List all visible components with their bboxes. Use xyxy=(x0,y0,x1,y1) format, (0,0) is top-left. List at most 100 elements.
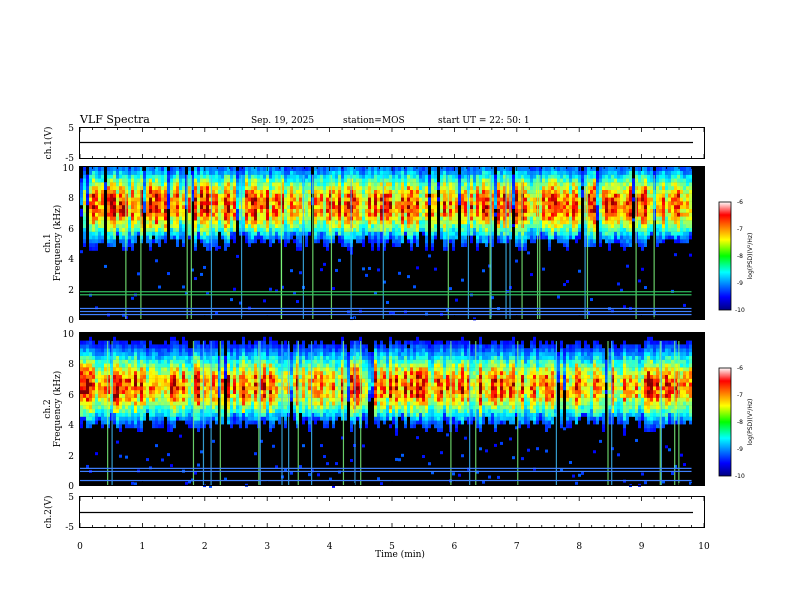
spectrogram-cell xyxy=(608,224,611,228)
spectrogram-cell xyxy=(233,174,236,179)
spectrogram-cell xyxy=(218,197,221,202)
spectrogram-cell xyxy=(329,227,332,232)
spectrogram-cell xyxy=(197,235,200,240)
spectrogram-cell xyxy=(197,178,200,183)
spectrogram-cell xyxy=(299,224,302,228)
spectrogram-cell xyxy=(563,220,566,225)
spectrogram-cell xyxy=(548,174,551,179)
spectrogram-cell xyxy=(152,424,155,429)
spectrogram-cell xyxy=(191,352,194,356)
spectrogram-cell xyxy=(551,235,554,240)
spectrogram-cell xyxy=(179,374,182,379)
spectrogram-cell xyxy=(263,201,266,206)
spectrogram-cell xyxy=(341,243,344,247)
spectrogram-cell xyxy=(380,224,383,228)
spectrogram-cell xyxy=(590,197,593,202)
spectrogram-cell xyxy=(377,182,380,187)
spectrogram-cell xyxy=(287,205,290,209)
spectrogram-cell xyxy=(89,420,92,425)
spectrogram-cell xyxy=(383,227,386,232)
spectrogram-cell xyxy=(644,182,647,187)
spectrogram-cell xyxy=(452,246,455,251)
spectrogram-cell xyxy=(215,220,218,225)
spectrogram-cell xyxy=(155,386,158,391)
spectrogram-cell xyxy=(452,167,455,171)
spectrogram-cell xyxy=(356,170,359,175)
spectrogram-cell xyxy=(329,212,332,217)
spectrogram-cell xyxy=(113,227,116,232)
spectrogram-cell xyxy=(683,193,686,198)
spectrogram-cell xyxy=(122,363,125,368)
spectrogram-cell xyxy=(512,197,515,202)
spectrogram-cell xyxy=(182,359,185,364)
spectrogram-cell xyxy=(458,174,461,179)
spectrogram-cell xyxy=(158,409,161,413)
spectrogram-cell xyxy=(569,212,572,217)
spectrogram-cell xyxy=(419,216,422,221)
spectrogram-cell xyxy=(347,189,350,194)
spectrogram-cell xyxy=(332,170,335,175)
spectrogram-cell xyxy=(569,197,572,202)
spectrogram-cell xyxy=(464,216,467,221)
spectrogram-cell xyxy=(188,174,191,179)
spectrogram-cell xyxy=(230,174,233,179)
spectrogram-cell xyxy=(191,424,194,429)
spectrogram-cell xyxy=(479,239,482,244)
spectrogram-cell xyxy=(629,227,632,232)
spectrogram-cell xyxy=(356,201,359,206)
spectrogram-cell xyxy=(164,348,167,353)
spectrogram-cell xyxy=(182,412,185,417)
spectrogram-cell xyxy=(638,201,641,206)
spectrogram-cell xyxy=(203,235,206,240)
spectrogram-cell xyxy=(95,193,98,198)
spectrogram-cell xyxy=(179,390,182,394)
spectrogram-cell xyxy=(257,174,260,179)
spectrogram-cell xyxy=(299,216,302,221)
spectrogram-cell xyxy=(566,208,569,213)
spectrogram-cell xyxy=(353,212,356,217)
spectrogram-cell xyxy=(335,189,338,194)
spectrogram-cell xyxy=(143,352,146,356)
spectrogram-cell xyxy=(89,359,92,364)
spectrogram-cell xyxy=(398,271,401,275)
spectrogram-cell xyxy=(164,170,167,175)
spectrogram-cell xyxy=(284,201,287,206)
spectrogram-cell xyxy=(245,174,248,179)
spectrogram-cell xyxy=(128,363,131,368)
spectrogram-cell xyxy=(398,231,401,236)
spectrogram-cell xyxy=(269,235,272,240)
spectrogram-cell xyxy=(683,239,686,244)
spectrogram-cell xyxy=(515,231,518,236)
spectrogram-cell xyxy=(143,416,146,421)
spectrogram-cell xyxy=(572,170,575,175)
spectrogram-cell xyxy=(245,186,248,190)
spectrogram-cell xyxy=(452,174,455,179)
spectrogram-cell xyxy=(236,197,239,202)
spectrogram-cell xyxy=(320,216,323,221)
spectrogram-cell xyxy=(236,182,239,187)
spectrogram-cell xyxy=(137,205,140,209)
spectrogram-cell xyxy=(341,186,344,190)
spectrogram-cell xyxy=(473,193,476,198)
spectrogram-cell xyxy=(161,424,164,429)
spectrogram-cell xyxy=(125,424,128,429)
spectrogram-cell xyxy=(227,212,230,217)
spectrogram-cell xyxy=(650,178,653,183)
spectrogram-cell xyxy=(281,224,284,228)
spectrogram-cell xyxy=(470,174,473,179)
spectrogram-cell xyxy=(545,178,548,183)
spectrogram-cell xyxy=(140,352,143,356)
spectrogram-cell xyxy=(368,235,371,240)
spectrogram-cell xyxy=(182,197,185,202)
spectrogram-cell xyxy=(224,243,227,247)
spectrogram-cell xyxy=(167,397,170,402)
spectrogram-cell xyxy=(122,390,125,394)
spectrogram-cell xyxy=(200,220,203,225)
spectrogram-cell xyxy=(131,393,134,398)
spectrogram-cell xyxy=(395,220,398,225)
spectrogram-cell xyxy=(608,220,611,225)
spectrogram-cell xyxy=(605,174,608,179)
spectrogram-cell xyxy=(656,182,659,187)
spectrogram-cell xyxy=(362,178,365,183)
spectrogram-cell xyxy=(143,355,146,360)
